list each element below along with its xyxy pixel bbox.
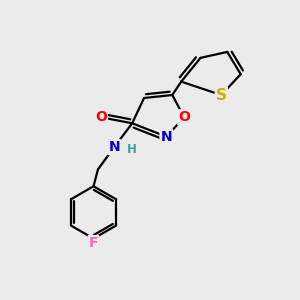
Text: O: O xyxy=(95,110,107,124)
Text: N: N xyxy=(160,130,172,144)
Text: H: H xyxy=(127,143,136,156)
Text: S: S xyxy=(216,88,227,103)
Text: F: F xyxy=(89,236,98,250)
Text: N: N xyxy=(109,140,120,154)
Text: O: O xyxy=(178,110,190,124)
